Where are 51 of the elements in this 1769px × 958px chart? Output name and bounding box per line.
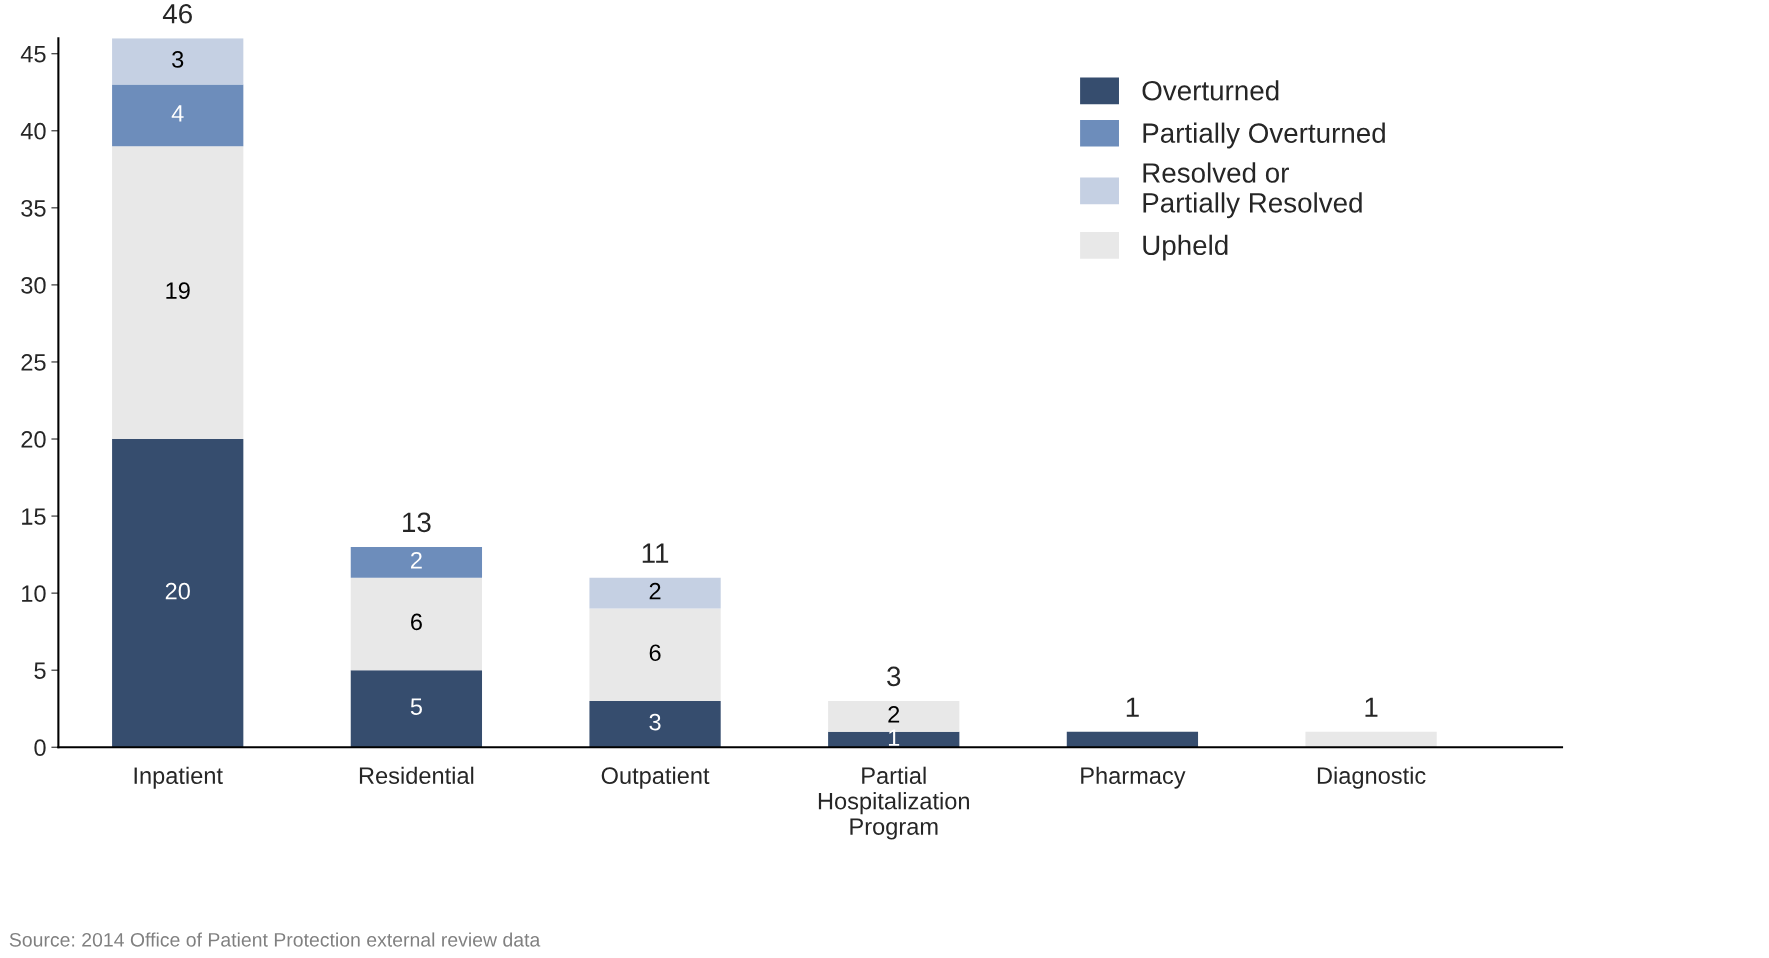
data-label: 2: [411, 551, 422, 569]
data-label: 3: [172, 51, 184, 68]
total-label: 13: [403, 512, 431, 533]
total-label: 46: [162, 3, 192, 24]
y-tick-label: 25: [21, 354, 46, 371]
data-label: 3: [649, 713, 661, 731]
bar: [589, 608, 721, 702]
legend-label: Upheld: [1143, 234, 1228, 261]
bar: [112, 439, 244, 748]
y-tick-label: 40: [20, 122, 46, 140]
data-label: 2: [888, 706, 900, 723]
y-tick-label: 20: [21, 431, 46, 448]
y-tick-label: 5: [34, 662, 46, 679]
bar: [1305, 731, 1437, 748]
source-note: Source: 2014 Office of Patient Protection external review data: [9, 932, 541, 947]
x-tick-label: Inpatient: [134, 766, 223, 789]
data-label: 1: [888, 729, 900, 746]
data-label: 2: [649, 582, 661, 600]
data-label: 6: [411, 613, 422, 631]
bar: [112, 146, 244, 440]
legend-label: Resolved or Partially Resolved: [1143, 162, 1362, 219]
x-tick-label: Pharmacy: [1081, 766, 1186, 789]
total-label: 3: [887, 666, 901, 687]
x-tick-label: Outpatient: [601, 766, 710, 789]
total-label: 1: [1126, 697, 1139, 717]
x-tick-label: Residential: [359, 766, 474, 785]
y-tick-label: 10: [22, 585, 46, 602]
bar: [112, 38, 244, 85]
bar: [350, 577, 483, 671]
x-tick-label: Partial Hospitalization Program: [818, 766, 969, 840]
x-tick-label: Diagnostic: [1317, 766, 1426, 789]
bar: [1066, 731, 1199, 748]
data-label: 5: [410, 698, 422, 716]
data-label: 20: [165, 582, 190, 600]
bar: [350, 546, 483, 578]
data-label: 4: [171, 105, 184, 122]
y-tick-label: 0: [34, 739, 46, 757]
y-tick-label: 15: [22, 508, 46, 525]
bar: [350, 670, 483, 748]
total-label: 11: [642, 543, 669, 563]
legend-label: Partially Overturned: [1143, 122, 1385, 149]
data-label: 19: [166, 282, 190, 299]
total-label: 1: [1365, 697, 1378, 717]
bar: [589, 577, 721, 609]
legend-label: Overturned: [1142, 80, 1279, 101]
bar: [112, 84, 244, 147]
y-tick-label: 35: [21, 199, 46, 217]
y-tick-label: 30: [21, 276, 46, 294]
y-tick-label: 45: [20, 46, 46, 63]
bar: [589, 701, 721, 748]
data-label: 6: [649, 644, 661, 662]
